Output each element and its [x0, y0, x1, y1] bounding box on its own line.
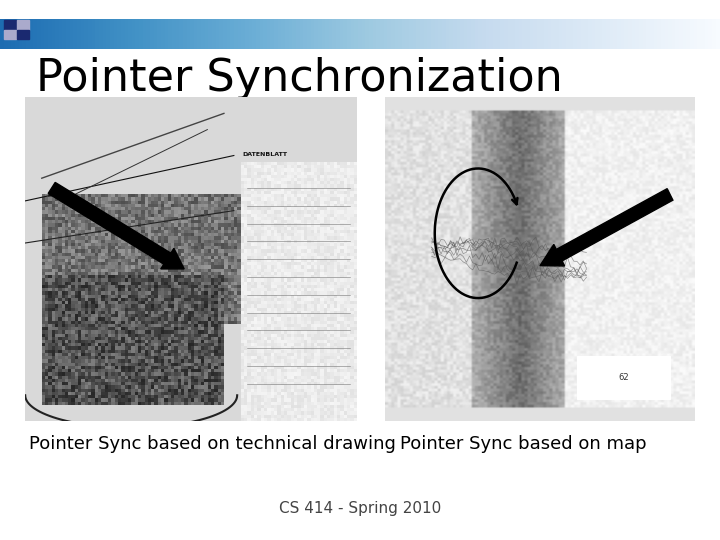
Text: Pointer Synchronization: Pointer Synchronization	[36, 57, 563, 100]
Text: 62: 62	[618, 373, 629, 382]
Text: Pointer Sync based on technical drawing: Pointer Sync based on technical drawing	[29, 435, 396, 453]
Text: CS 414 - Spring 2010: CS 414 - Spring 2010	[279, 501, 441, 516]
FancyArrow shape	[48, 183, 184, 269]
FancyArrow shape	[540, 188, 673, 266]
Bar	[577, 356, 670, 399]
Text: Pointer Sync based on map: Pointer Sync based on map	[400, 435, 647, 453]
Text: DATENBLATT: DATENBLATT	[243, 152, 288, 157]
